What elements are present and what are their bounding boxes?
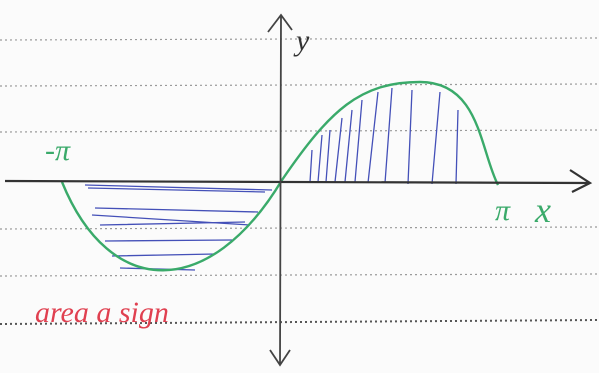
sketch: y -π π x area a sign [0, 0, 599, 373]
pi-label: π [495, 194, 511, 227]
x-label: x [534, 190, 551, 230]
neg-pi-label: -π [45, 134, 71, 167]
y-label: y [293, 24, 310, 57]
note: area a sign [35, 296, 169, 329]
